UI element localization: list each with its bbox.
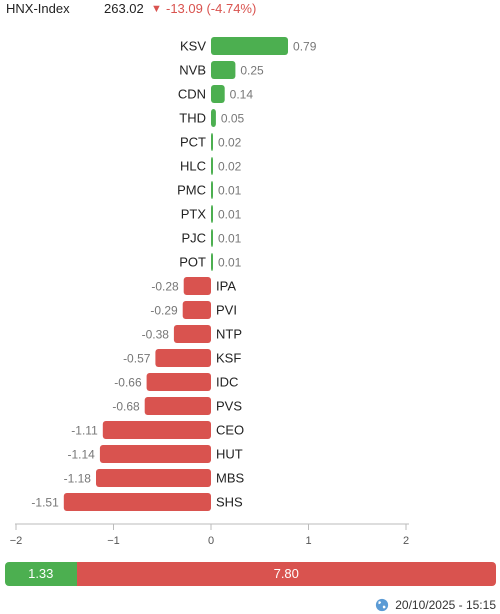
value-label: -0.28 (151, 280, 179, 294)
market-breadth-bar: 1.33 7.80 (5, 562, 496, 586)
contribution-bar-chart: KSV 0.79 NVB 0.25 CDN 0.14 THD 0.05 PCT 0.02 HLC 0.… (10, 37, 409, 547)
bar-cdn (211, 85, 225, 103)
footer: 20/10/2025 - 15:15 (375, 596, 496, 614)
x-tick-label: −1 (107, 535, 120, 547)
globe-icon (376, 598, 389, 612)
value-label: 0.79 (293, 40, 317, 54)
bar-ptx (211, 205, 213, 223)
category-label: NTP (216, 327, 242, 342)
category-label: PMC (177, 183, 206, 198)
bar-nvb (211, 61, 236, 79)
index-value: 263.02 (104, 1, 144, 16)
value-label: 0.02 (218, 160, 242, 174)
value-label: 0.14 (230, 88, 254, 102)
index-change: -13.09 (-4.74%) (166, 1, 257, 16)
index-header: HNX-Index 263.02 ▼ -13.09 (-4.74%) (6, 0, 496, 18)
value-label: 0.01 (218, 184, 242, 198)
breadth-positive-segment: 1.33 (5, 562, 77, 586)
value-label: 0.01 (218, 208, 242, 222)
category-label: PCT (180, 135, 206, 150)
value-label: -0.66 (114, 376, 142, 390)
category-label: IDC (216, 375, 238, 390)
bar-ipa (183, 277, 211, 295)
bar-idc (146, 373, 211, 391)
category-label: IPA (216, 279, 236, 294)
bar-ceo (102, 421, 211, 439)
category-label: PVI (216, 303, 237, 318)
breadth-negative-segment: 7.80 (76, 562, 496, 586)
bar-mbs (96, 469, 211, 487)
category-label: SHS (216, 495, 243, 510)
x-tick-label: 2 (403, 535, 409, 547)
category-label: KSF (216, 351, 241, 366)
bar-pjc (211, 229, 213, 247)
bar-ksv (211, 37, 288, 55)
value-label: -1.51 (31, 496, 59, 510)
bar-pvs (144, 397, 211, 415)
bar-shs (63, 493, 211, 511)
index-name: HNX-Index (6, 1, 70, 16)
category-label: NVB (179, 63, 206, 78)
category-label: CEO (216, 423, 244, 438)
value-label: -0.38 (142, 328, 170, 342)
value-label: 0.25 (240, 64, 264, 78)
category-label: HLC (180, 159, 206, 174)
category-label: KSV (180, 39, 206, 54)
bar-hlc (211, 157, 213, 175)
bar-thd (211, 109, 216, 127)
value-label: -0.29 (150, 304, 178, 318)
value-label: -0.57 (123, 352, 151, 366)
value-label: 0.01 (218, 232, 242, 246)
category-label: PVS (216, 399, 242, 414)
category-label: THD (179, 111, 206, 126)
bar-pct (211, 133, 213, 151)
category-label: HUT (216, 447, 243, 462)
timestamp: 20/10/2025 - 15:15 (395, 598, 496, 612)
value-label: -0.68 (112, 400, 140, 414)
bar-pmc (211, 181, 213, 199)
bar-ksf (155, 349, 211, 367)
category-label: PJC (181, 231, 206, 246)
value-label: 0.01 (218, 256, 242, 270)
triangle-down-icon: ▼ (151, 3, 162, 15)
x-tick-label: −2 (10, 535, 23, 547)
category-label: POT (179, 255, 206, 270)
value-label: -1.14 (67, 448, 95, 462)
bar-hut (99, 445, 211, 463)
category-label: PTX (181, 207, 207, 222)
value-label: -1.18 (64, 472, 92, 486)
value-label: 0.05 (221, 112, 245, 126)
value-label: 0.02 (218, 136, 242, 150)
value-label: -1.11 (71, 424, 98, 438)
bar-ntp (173, 325, 211, 343)
category-label: MBS (216, 471, 245, 486)
category-label: CDN (178, 87, 206, 102)
x-tick-label: 0 (208, 535, 214, 547)
bar-pot (211, 253, 213, 271)
x-tick-label: 1 (305, 535, 311, 547)
bar-pvi (182, 301, 211, 319)
